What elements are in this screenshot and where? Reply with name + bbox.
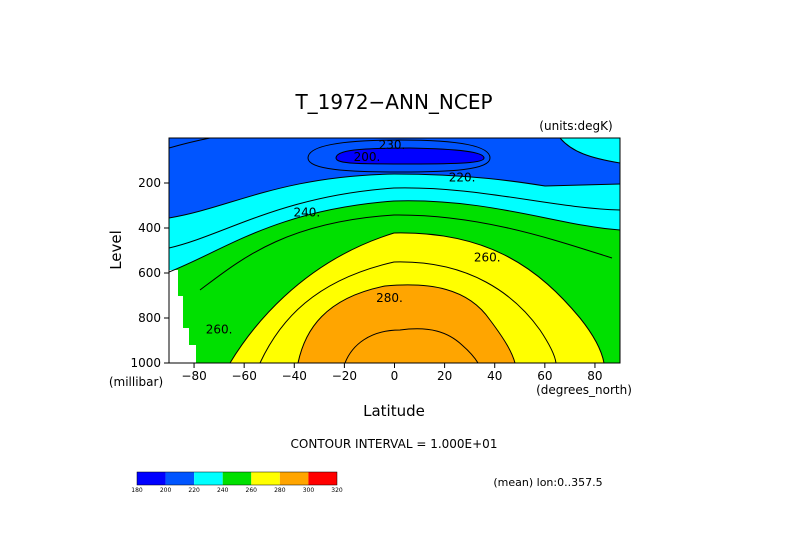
colorbar-level-label: 240 <box>217 487 229 494</box>
y-tick-label: 200 <box>138 176 161 190</box>
x-tick-label: −20 <box>332 369 357 383</box>
contour-label: 260. <box>206 322 233 336</box>
colorbar-level-label: 280 <box>274 487 286 494</box>
x-tick-label: −60 <box>232 369 257 383</box>
band-230-240-upper-right <box>560 138 620 163</box>
y-tick-label: 400 <box>138 221 161 235</box>
mean-label: (mean) lon:0..357.5 <box>493 476 602 489</box>
colorbar-level-label: 320 <box>331 487 343 494</box>
contour-interval: CONTOUR INTERVAL = 1.000E+01 <box>291 437 498 451</box>
x-axis: −80 −60 −40 −20 0 20 40 60 80 <box>181 363 603 383</box>
colorbar-swatch <box>222 472 252 485</box>
contour-label: 260. <box>474 250 501 264</box>
colorbar: 180 200 220 240 260 280 300 320 <box>131 471 343 494</box>
colorbar-frame <box>136 471 338 486</box>
y-axis: 200 400 600 800 1000 <box>130 176 169 370</box>
colorbar-swatch <box>194 472 223 485</box>
band-200-210 <box>336 148 484 164</box>
contour-label: 230. <box>379 138 406 152</box>
x-tick-label: 40 <box>487 369 502 383</box>
x-tick-label: 0 <box>391 369 399 383</box>
plot-area: 230.200. 220. 240. 260. 280. 260. <box>169 138 620 363</box>
colorbar-swatch <box>251 472 280 485</box>
y-unit-label: (millibar) <box>109 375 163 389</box>
colorbar-swatch <box>279 472 309 485</box>
contour-label: 280. <box>376 291 403 305</box>
x-tick-label: −40 <box>282 369 307 383</box>
units-label: (units:degK) <box>539 119 612 133</box>
colorbar-swatch <box>137 472 166 485</box>
contour-label: 200. <box>354 150 381 164</box>
contour-lines <box>169 138 620 363</box>
colorbar-level-label: 220 <box>188 487 200 494</box>
x-tick-label: 80 <box>587 369 602 383</box>
x-tick-label: 60 <box>537 369 552 383</box>
contour-label: 240. <box>293 205 320 219</box>
chart-title: T_1972−ANN_NCEP <box>294 90 492 114</box>
missing-data-region <box>169 270 196 363</box>
y-axis-label: Level <box>107 230 125 270</box>
x-tick-label: −80 <box>181 369 206 383</box>
colorbar-level-label: 300 <box>303 487 315 494</box>
y-tick-label: 1000 <box>130 356 161 370</box>
colorbar-level-label: 180 <box>131 487 143 494</box>
y-tick-label: 800 <box>138 311 161 325</box>
y-tick-label: 600 <box>138 266 161 280</box>
colorbar-level-label: 260 <box>246 487 258 494</box>
x-unit-label: (degrees_north) <box>536 383 632 397</box>
contour-labels: 230.200. 220. 240. 260. 280. 260. <box>206 138 501 336</box>
colorbar-swatch <box>308 472 337 485</box>
colorbar-level-label: 200 <box>160 487 172 494</box>
colorbar-swatch <box>165 472 195 485</box>
contour-label: 220. <box>449 170 476 184</box>
x-axis-label: Latitude <box>363 402 425 420</box>
x-tick-label: 20 <box>437 369 452 383</box>
